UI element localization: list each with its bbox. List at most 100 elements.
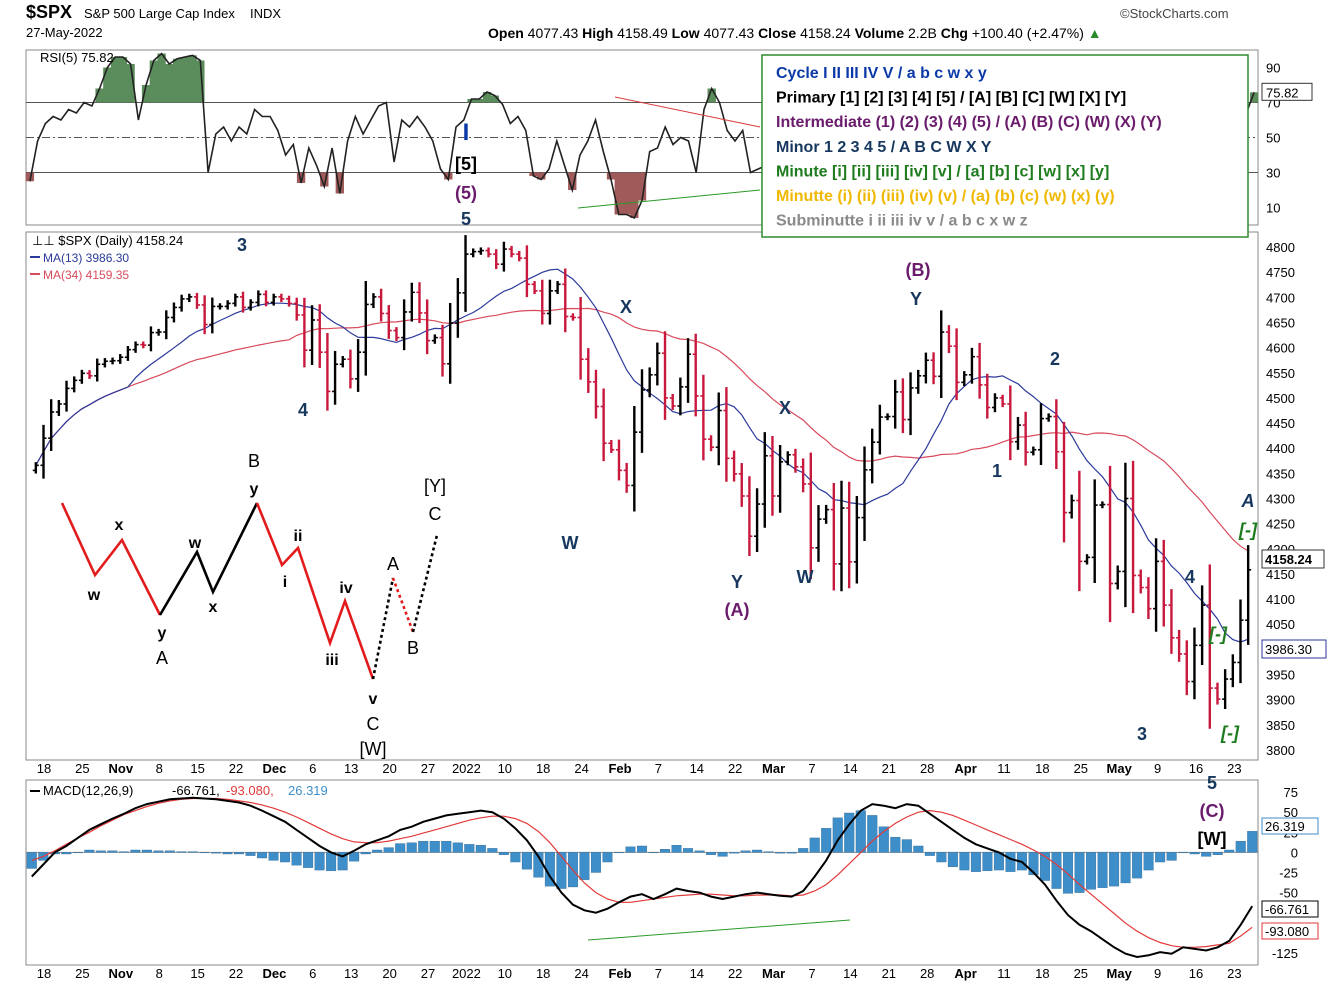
ma13-tag-box <box>1261 639 1327 659</box>
source-logo: ©StockCharts.com <box>1120 6 1229 21</box>
macd-x-label: 9 <box>1154 966 1161 981</box>
price-x-label: 2022 <box>452 761 481 776</box>
macd-histogram-bar <box>1005 852 1016 872</box>
volume-label: Volume <box>854 25 905 41</box>
rsi-oversold-fill <box>296 172 306 183</box>
schematic-label: y <box>158 625 167 642</box>
schematic-red-leg-1 <box>60 502 162 616</box>
macd-histogram-bar <box>176 851 187 853</box>
macd-histogram-bar <box>809 837 820 853</box>
macd-histogram-bar <box>798 848 809 853</box>
macd-histogram-bar <box>671 845 682 853</box>
price-x-label: 10 <box>498 761 512 776</box>
macd-histogram-bar <box>475 845 486 853</box>
macd-x-label: 22 <box>728 966 742 981</box>
macd-histogram-bar <box>234 852 244 855</box>
wave-degree-legend-line: Minute [i] [ii] [iii] [iv] [v] / [a] [b]… <box>776 163 1109 180</box>
open-label: Open <box>488 25 524 41</box>
price-panel <box>25 231 1259 761</box>
macd-histogram-bar <box>763 851 774 853</box>
macd-x-label: 22 <box>229 966 243 981</box>
macd-histogram-bar <box>590 852 601 873</box>
rsi-overbought-fill <box>157 53 166 103</box>
macd-histogram-bar <box>257 852 268 859</box>
last-close-tag: 4158.24 <box>1265 552 1313 567</box>
schematic-label: w <box>188 535 202 552</box>
macd-x-label: 2022 <box>452 966 481 981</box>
rsi-overbought-fill <box>188 55 197 103</box>
last-close-tag-box <box>1261 549 1325 569</box>
macd-histogram-bar <box>61 852 72 855</box>
macd-histogram-bar <box>1120 852 1131 884</box>
macd-tag-0: 26.319 <box>1265 819 1305 834</box>
macd-histogram-bar <box>349 852 360 862</box>
macd-histogram-bar <box>821 828 832 853</box>
price-x-label: 11 <box>997 761 1011 776</box>
macd-signal-legend-value: -93.080, <box>226 783 274 798</box>
price-x-label: 23 <box>1227 761 1241 776</box>
close-value: 4158.24 <box>800 25 851 41</box>
high-label: High <box>582 25 614 41</box>
macd-histogram-bar <box>855 810 866 853</box>
macd-histogram-bar <box>337 852 348 871</box>
price-x-label: Nov <box>109 761 134 776</box>
price-x-label: 16 <box>1189 761 1203 776</box>
ma13-tag: 3986.30 <box>1265 642 1312 657</box>
rsi-overbought-fill <box>95 88 104 103</box>
price-x-label: 22 <box>728 761 742 776</box>
macd-histogram-bar <box>1155 852 1166 863</box>
macd-histogram-bar <box>717 852 728 857</box>
macd-tag-1: -66.761 <box>1265 902 1309 917</box>
rsi-overbought-fill <box>126 64 135 103</box>
macd-histogram-bar <box>1201 852 1212 857</box>
macd-histogram-bar <box>867 815 878 853</box>
chg-up-icon: ▲ <box>1087 25 1102 41</box>
macd-histogram-bar <box>1074 852 1085 893</box>
macd-histogram-bar <box>406 842 417 853</box>
macd-legend-label: MACD(12,26,9) <box>43 783 133 798</box>
macd-tick-label: 50 <box>1284 805 1298 820</box>
macd-x-label: 21 <box>882 966 896 981</box>
price-x-label: 7 <box>808 761 815 776</box>
macd-tick-label: -50 <box>1279 886 1298 901</box>
wave-label: [-] <box>1208 624 1228 644</box>
macd-histogram-bar <box>1063 852 1074 894</box>
schematic-dotted-c <box>411 534 439 633</box>
price-tick-label: 4250 <box>1266 517 1295 532</box>
schematic-label: x <box>115 517 124 534</box>
macd-x-label: 18 <box>536 966 550 981</box>
macd-tag-box-2 <box>1261 922 1319 940</box>
macd-x-label: 18 <box>1035 966 1049 981</box>
macd-histogram-bar <box>372 849 383 853</box>
macd-histogram-bar <box>890 836 901 853</box>
wave-degree-legend-line: Minor 1 2 3 4 5 / A B C W X Y <box>776 139 992 156</box>
macd-histogram-bar <box>280 852 291 863</box>
macd-histogram-bar <box>383 847 394 853</box>
rsi-support-trendline <box>577 189 761 209</box>
price-tick-label: 4800 <box>1266 240 1295 255</box>
macd-histogram-bar <box>706 852 717 855</box>
price-x-label: 27 <box>421 761 435 776</box>
macd-histogram-bar <box>72 852 83 854</box>
macd-x-label: 24 <box>574 966 588 981</box>
wave-label: Y <box>731 572 743 592</box>
price-x-label: 14 <box>843 761 857 776</box>
rsi-overbought-fill <box>707 88 716 103</box>
rsi-oversold-fill <box>614 172 623 215</box>
macd-histogram-bar <box>1097 852 1108 888</box>
price-tick-label: 4750 <box>1266 265 1295 280</box>
macd-x-label: 14 <box>843 966 857 981</box>
macd-tag-box-1 <box>1261 900 1319 918</box>
macd-histogram-bar <box>1178 852 1189 854</box>
schematic-label: C <box>367 714 380 734</box>
price-tick-label: 4100 <box>1266 592 1295 607</box>
rsi-overbought-fill <box>172 58 182 103</box>
macd-x-label: 15 <box>190 966 204 981</box>
rsi-oversold-fill <box>622 172 631 215</box>
schematic-label: ii <box>294 528 303 545</box>
chg-label: Chg <box>940 25 968 41</box>
macd-x-label: 27 <box>421 966 435 981</box>
price-x-label: 13 <box>344 761 358 776</box>
price-legend-label: ⊥⊥ $SPX (Daily) 4158.24 <box>32 233 183 248</box>
macd-histogram-bar <box>901 839 912 853</box>
